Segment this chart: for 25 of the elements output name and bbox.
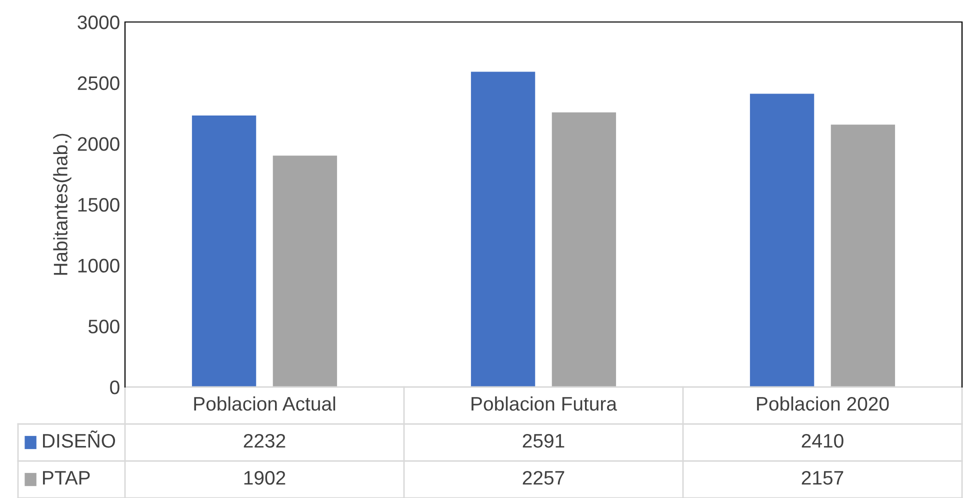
data-label: 2591 [522,434,564,448]
bar [750,94,814,387]
data-label: 1902 [244,470,286,485]
bar [192,115,256,387]
data-label: 2257 [522,470,564,485]
bar [830,124,896,387]
x-tick-label: Poblacion Actual [194,396,336,411]
y-tick-label: 500 [88,320,120,334]
bar [470,72,536,387]
y-tick-label: 2000 [78,137,120,151]
y-tick-label: 1500 [78,198,120,212]
legend-label: PTAP [43,471,90,485]
data-label: 2157 [802,470,844,485]
y-tick-label: 0 [110,380,120,394]
y-tick-label: 2500 [78,76,120,90]
data-label: 2232 [244,434,286,448]
y-tick-label: 3000 [78,15,120,30]
y-tick-label: 1000 [78,258,120,273]
bar [552,112,616,387]
x-tick-label: Poblacion Futura [472,396,618,411]
bar [272,156,338,387]
legend-label: DISEÑO [43,430,116,448]
data-label: 2410 [802,434,844,448]
x-tick-label: Poblacion 2020 [757,396,889,411]
y-axis-title: Habitantes(hab.) [53,134,72,275]
